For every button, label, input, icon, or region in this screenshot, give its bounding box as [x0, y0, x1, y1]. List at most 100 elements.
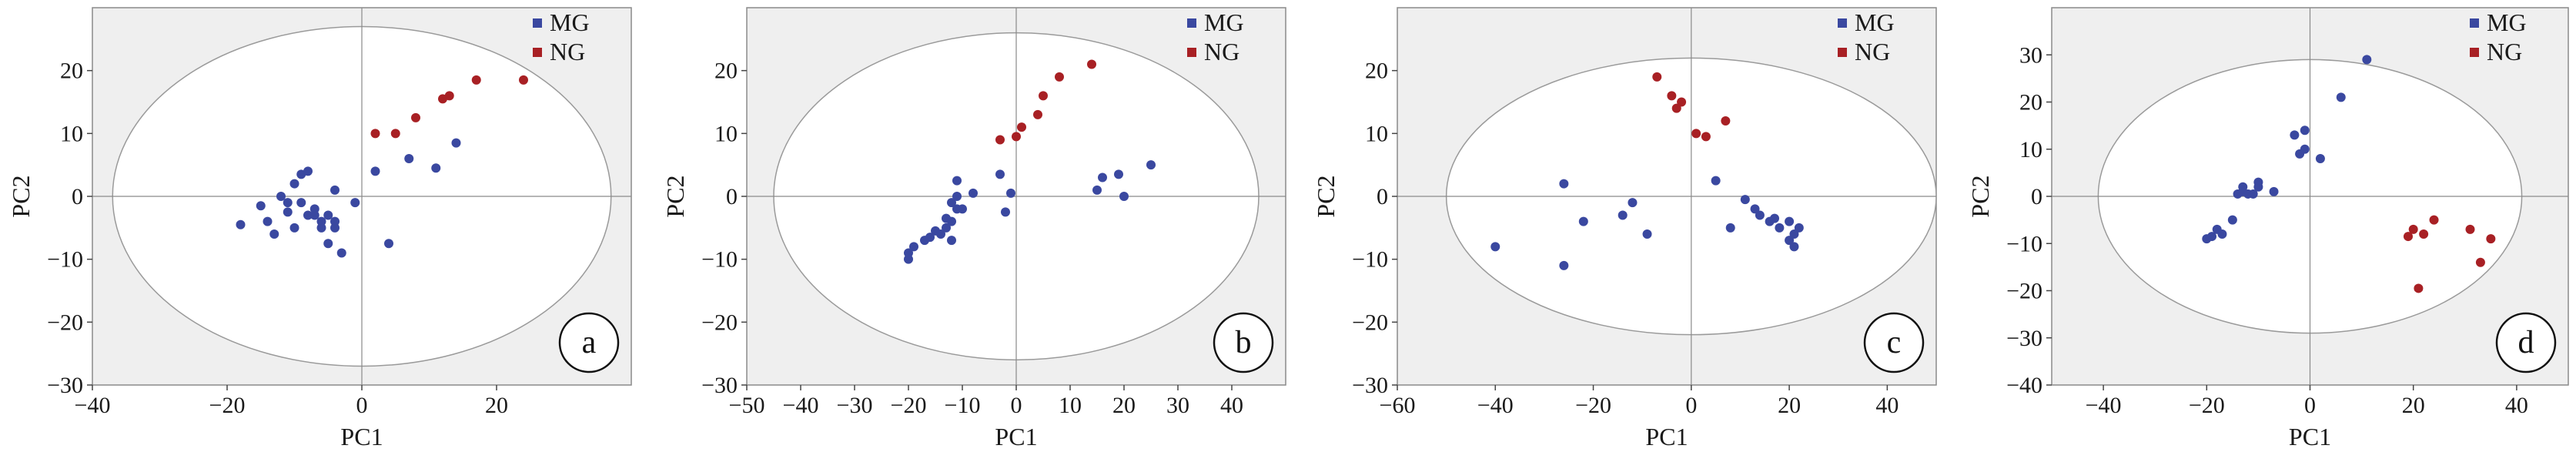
y-tick-label: 0	[2031, 184, 2042, 209]
point-mg	[947, 198, 956, 208]
point-ng	[519, 75, 528, 85]
y-tick-label: −30	[2006, 326, 2042, 351]
point-mg	[936, 229, 945, 239]
point-ng	[2403, 232, 2413, 242]
x-tick-label: −40	[1477, 393, 1514, 418]
point-mg	[309, 210, 319, 220]
point-mg	[904, 248, 913, 258]
point-mg	[2300, 126, 2310, 136]
point-mg	[323, 239, 333, 249]
point-mg	[2315, 154, 2325, 163]
legend-swatch-ng	[533, 48, 542, 57]
scatter-panel-b: −50 −40 −30 −20 −10 0 10 20 30 40 −30 −20 −10 0 10 20 PC…	[661, 7, 1286, 450]
point-ng	[1721, 116, 1731, 126]
x-axis-label: PC1	[2289, 423, 2331, 450]
point-ng	[1012, 132, 1021, 142]
point-ng	[1087, 59, 1096, 69]
y-tick-label: −30	[701, 373, 738, 398]
y-axis-label: PC2	[1966, 175, 1994, 217]
point-mg	[2290, 130, 2300, 140]
point-mg	[1618, 210, 1628, 220]
point-mg	[947, 216, 956, 226]
x-axis-label: PC1	[1645, 423, 1688, 450]
point-ng	[2419, 229, 2429, 239]
legend-swatch-ng	[2470, 48, 2479, 57]
point-mg	[370, 166, 380, 176]
legend-swatch-mg	[2470, 18, 2479, 28]
point-mg	[952, 192, 962, 201]
x-tick-label: 20	[1112, 393, 1136, 418]
x-tick-label: 10	[1059, 393, 1082, 418]
panel-label-circle	[558, 312, 620, 373]
point-ng	[1691, 129, 1701, 139]
legend-swatch-mg	[1838, 18, 1847, 28]
point-mg	[1490, 242, 1500, 252]
point-mg	[1750, 204, 1760, 214]
point-ng	[1677, 97, 1687, 107]
legend-swatch-mg	[533, 18, 542, 28]
point-ng	[411, 112, 420, 122]
point-mg	[952, 176, 962, 186]
y-tick-label: 30	[2019, 42, 2042, 68]
point-mg	[303, 166, 313, 176]
y-tick-label: −20	[47, 310, 83, 335]
y-tick-label: −10	[47, 247, 83, 273]
y-tick-label: 20	[1365, 59, 1388, 84]
point-ng	[2486, 234, 2496, 244]
point-mg	[1114, 169, 1123, 179]
point-mg	[330, 223, 340, 233]
point-ng	[2429, 215, 2439, 225]
point-ng	[2465, 224, 2475, 234]
point-mg	[1740, 195, 1750, 205]
y-tick-label: −20	[1352, 310, 1388, 335]
x-tick-label: 0	[2304, 393, 2316, 418]
point-mg	[1006, 188, 1015, 198]
x-tick-label: −50	[729, 393, 765, 418]
legend-label-ng: NG	[1855, 38, 1890, 65]
x-tick-label: 40	[1220, 393, 1243, 418]
point-ng	[2475, 257, 2485, 267]
point-ng	[471, 75, 481, 85]
y-axis-label: PC2	[661, 175, 689, 217]
point-mg	[1119, 192, 1129, 201]
panel-label-circle	[2495, 312, 2557, 373]
point-mg	[1725, 223, 1735, 233]
point-mg	[289, 223, 299, 233]
point-mg	[1770, 213, 1779, 223]
y-tick-label: −30	[47, 373, 83, 398]
point-ng	[1017, 122, 1026, 132]
point-mg	[330, 185, 340, 195]
x-tick-label: 0	[1685, 393, 1697, 418]
point-mg	[969, 188, 978, 198]
point-mg	[1794, 223, 1804, 233]
y-tick-label: 0	[726, 184, 738, 209]
y-tick-label: −10	[701, 247, 738, 273]
legend-label-ng: NG	[550, 38, 585, 65]
panel-label-circle	[1863, 312, 1925, 373]
x-tick-label: −20	[2189, 393, 2225, 418]
point-mg	[451, 138, 461, 148]
point-mg	[995, 169, 1005, 179]
point-mg	[316, 223, 326, 233]
x-axis-label: PC1	[340, 423, 383, 450]
legend-swatch-ng	[1187, 48, 1196, 57]
point-mg	[404, 154, 414, 163]
x-tick-label: 40	[2505, 393, 2528, 418]
scatter-panel-d: −40 −20 0 20 40 −40 −30 −20 −10 0 10 20 30 PC1 PC2 MGNG…	[1966, 7, 2569, 450]
point-mg	[296, 198, 306, 208]
y-tick-label: 10	[60, 121, 83, 146]
point-mg	[2227, 215, 2237, 225]
panel-label-circle	[1213, 312, 1274, 373]
y-tick-label: 20	[60, 59, 83, 84]
y-axis-label: PC2	[7, 175, 35, 217]
point-ng	[370, 129, 380, 139]
panel-label: d	[2518, 325, 2534, 360]
point-mg	[1578, 216, 1588, 226]
panel-label: b	[1236, 325, 1252, 360]
point-mg	[2248, 189, 2258, 199]
point-mg	[958, 204, 967, 214]
point-mg	[1559, 179, 1569, 189]
x-tick-label: 20	[485, 393, 508, 418]
y-tick-label: −40	[2006, 373, 2042, 398]
